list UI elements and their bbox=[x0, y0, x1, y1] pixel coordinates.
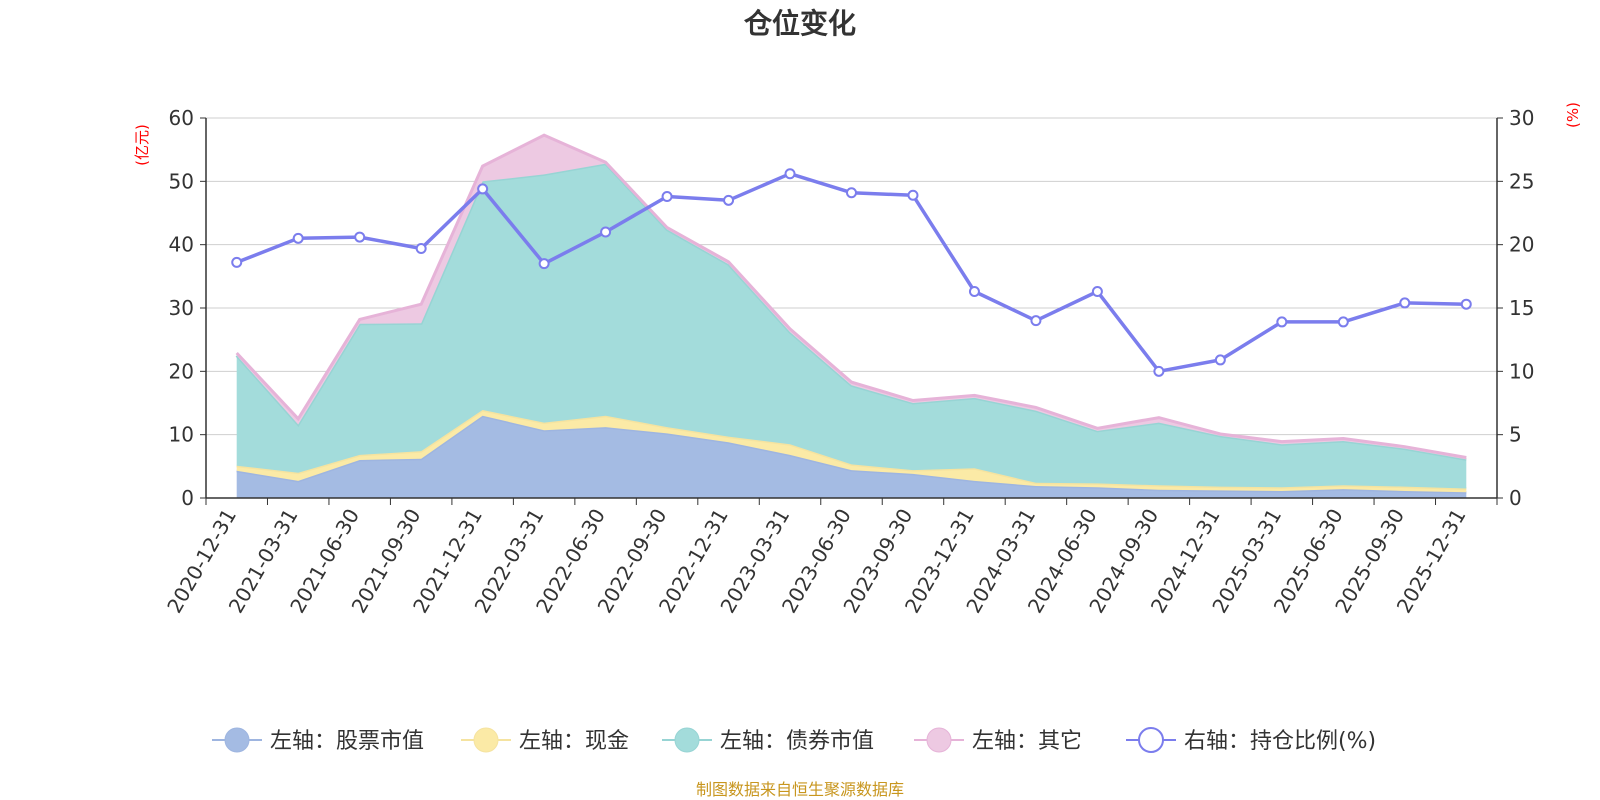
legend-marker bbox=[473, 727, 499, 753]
legend-marker bbox=[926, 727, 952, 753]
right-tick-label: 5 bbox=[1509, 423, 1522, 447]
legend-label: 左轴：其它 bbox=[972, 729, 1082, 754]
right-tick-label: 15 bbox=[1509, 296, 1534, 320]
ratio-point bbox=[723, 194, 735, 206]
holding-ratio-line bbox=[231, 168, 1472, 377]
ratio-point bbox=[784, 168, 796, 180]
right-tick-label: 10 bbox=[1509, 359, 1534, 383]
left-tick-label: 50 bbox=[169, 169, 194, 193]
ratio-point bbox=[477, 183, 489, 195]
ratio-point bbox=[1214, 354, 1226, 366]
right-tick-label: 0 bbox=[1509, 486, 1522, 510]
left-tick-label: 60 bbox=[169, 106, 194, 130]
ratio-point bbox=[1091, 286, 1103, 298]
ratio-point bbox=[1337, 316, 1349, 328]
source-note: 制图数据来自恒生聚源数据库 bbox=[696, 780, 904, 799]
ratio-point bbox=[600, 226, 612, 238]
left-tick-label: 40 bbox=[169, 233, 194, 257]
legend-label: 左轴：债券市值 bbox=[720, 729, 874, 754]
left-tick-label: 30 bbox=[169, 296, 194, 320]
left-axis-unit: (亿元) bbox=[133, 124, 151, 166]
legend-item-2[interactable]: 左轴：现金 bbox=[461, 727, 629, 754]
legend-marker bbox=[1138, 727, 1164, 753]
legend-label: 右轴：持仓比例(%) bbox=[1184, 729, 1376, 754]
area-edge-4 bbox=[235, 133, 1467, 459]
ratio-point bbox=[1276, 316, 1288, 328]
ratio-point bbox=[415, 242, 427, 254]
right-tick-label: 30 bbox=[1509, 106, 1534, 130]
ratio-point bbox=[907, 189, 919, 201]
ratio-point bbox=[1030, 315, 1042, 327]
legend-item-3[interactable]: 左轴：债券市值 bbox=[662, 727, 874, 754]
ratio-point bbox=[1399, 297, 1411, 309]
legend-marker bbox=[224, 727, 250, 753]
area-3 bbox=[236, 163, 1467, 489]
legend-label: 左轴：股票市值 bbox=[270, 729, 424, 754]
legend-label: 左轴：现金 bbox=[519, 729, 629, 754]
stacked-areas bbox=[235, 133, 1467, 498]
ratio-point bbox=[292, 232, 304, 244]
ratio-point bbox=[354, 231, 366, 243]
ratio-point bbox=[1153, 365, 1165, 377]
legend-marker bbox=[674, 727, 700, 753]
legend-item-1[interactable]: 左轴：股票市值 bbox=[212, 727, 424, 754]
left-tick-label: 20 bbox=[169, 359, 194, 383]
right-axis-unit: (%) bbox=[1564, 102, 1582, 128]
legend-item-5[interactable]: 右轴：持仓比例(%) bbox=[1126, 727, 1376, 754]
left-tick-label: 10 bbox=[169, 423, 194, 447]
ratio-point bbox=[661, 191, 673, 203]
chart-title: 仓位变化 bbox=[744, 7, 856, 40]
area-1 bbox=[236, 415, 1467, 498]
left-tick-label: 0 bbox=[181, 486, 194, 510]
ratio-point bbox=[968, 286, 980, 298]
ratio-point bbox=[538, 258, 550, 270]
legend[interactable]: 左轴：股票市值 左轴：现金 左轴：债券市值 左轴：其它 右轴：持仓比例(%) bbox=[212, 727, 1376, 754]
ratio-point bbox=[1460, 298, 1472, 310]
ratio-point bbox=[846, 187, 857, 199]
right-tick-label: 25 bbox=[1509, 169, 1534, 193]
right-tick-label: 20 bbox=[1509, 233, 1534, 257]
legend-item-4[interactable]: 左轴：其它 bbox=[914, 727, 1082, 754]
ratio-point bbox=[231, 256, 243, 268]
